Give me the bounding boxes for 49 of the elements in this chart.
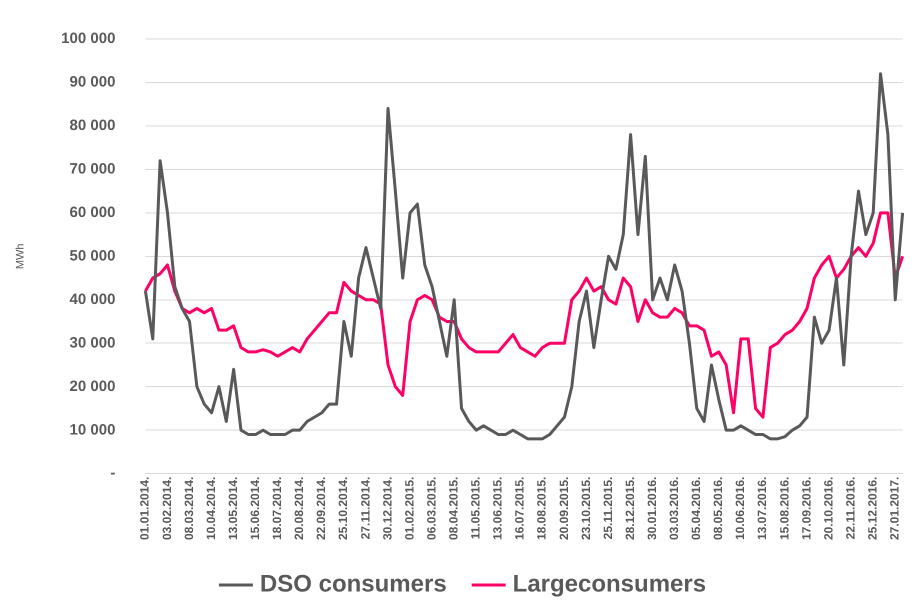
y-tick-label: 100 000: [61, 30, 116, 48]
y-tick-label: 40 000: [70, 290, 116, 308]
x-tick-label: 08.03.2014.: [182, 476, 196, 540]
y-tick-label: 10 000: [70, 421, 116, 438]
x-tick-label: 10.06.2016.: [733, 476, 748, 540]
x-tick-label: 25.12.2016.: [866, 476, 880, 540]
x-tick-label: 05.04.2016.: [689, 476, 704, 540]
x-tick-label: 18.08.2015.: [534, 476, 549, 540]
legend-label: DSO consumers: [260, 570, 447, 598]
x-tick-label: 23.10.2015.: [578, 476, 593, 540]
x-tick-label: 13.05.2014.: [226, 476, 240, 540]
x-tick-label: 08.04.2015.: [446, 476, 460, 540]
x-tick-label: 27.11.2014.: [358, 476, 372, 540]
x-tick-label: 22.11.2016.: [843, 476, 858, 540]
x-tick-label: 13.07.2016.: [755, 476, 770, 540]
y-tick-label: 90 000: [70, 74, 116, 91]
x-tick-label: 10.04.2014.: [204, 476, 218, 540]
x-tick-label: 13.06.2015.: [490, 476, 505, 540]
y-tick-label: 50 000: [70, 247, 116, 264]
x-tick-label: 18.07.2014.: [270, 476, 284, 540]
x-tick-label: 15.06.2014.: [248, 476, 262, 540]
x-tick-label: 11.05.2015.: [468, 476, 483, 540]
x-tick-label: 01.01.2014.: [138, 476, 152, 540]
y-tick-label: 70 000: [70, 160, 116, 178]
x-tick-label: 16.07.2015.: [512, 476, 527, 540]
x-tick-label: 30.12.2014.: [380, 476, 394, 540]
y-tick-label: 60 000: [70, 204, 116, 221]
legend-label: Largeconsumers: [512, 570, 706, 598]
x-tick-label: 30.01.2016.: [644, 476, 659, 540]
x-tick-label: 20.09.2015.: [556, 476, 571, 540]
x-tick-label: 22.09.2014.: [314, 476, 328, 540]
x-tick-label: 03.03.2016.: [667, 476, 682, 540]
x-tick-label: 08.05.2016.: [711, 476, 726, 540]
x-tick-label: 01.02.2015.: [402, 476, 416, 540]
x-tick-label: 28.12.2015.: [622, 476, 637, 540]
x-tick-label: 17.09.2016.: [799, 476, 814, 540]
x-tick-label: 06.03.2015.: [424, 476, 438, 540]
x-tick-label: 25.10.2014.: [336, 476, 350, 540]
x-tick-label: 20.10.2016.: [821, 476, 836, 540]
x-tick-label: 03.02.2014.: [160, 476, 174, 540]
x-tick-label: 27.01.2017.: [888, 476, 902, 540]
x-tick-label: 25.11.2015.: [600, 476, 615, 540]
y-tick-label: 30 000: [70, 334, 116, 352]
y-axis-title: MWh: [14, 243, 27, 270]
y-tick-label: -: [110, 464, 116, 482]
x-tick-label: 20.08.2014.: [292, 476, 306, 540]
x-tick-label: 15.08.2016.: [777, 476, 792, 540]
y-tick-label: 20 000: [70, 378, 116, 395]
y-tick-label: 80 000: [70, 117, 116, 134]
